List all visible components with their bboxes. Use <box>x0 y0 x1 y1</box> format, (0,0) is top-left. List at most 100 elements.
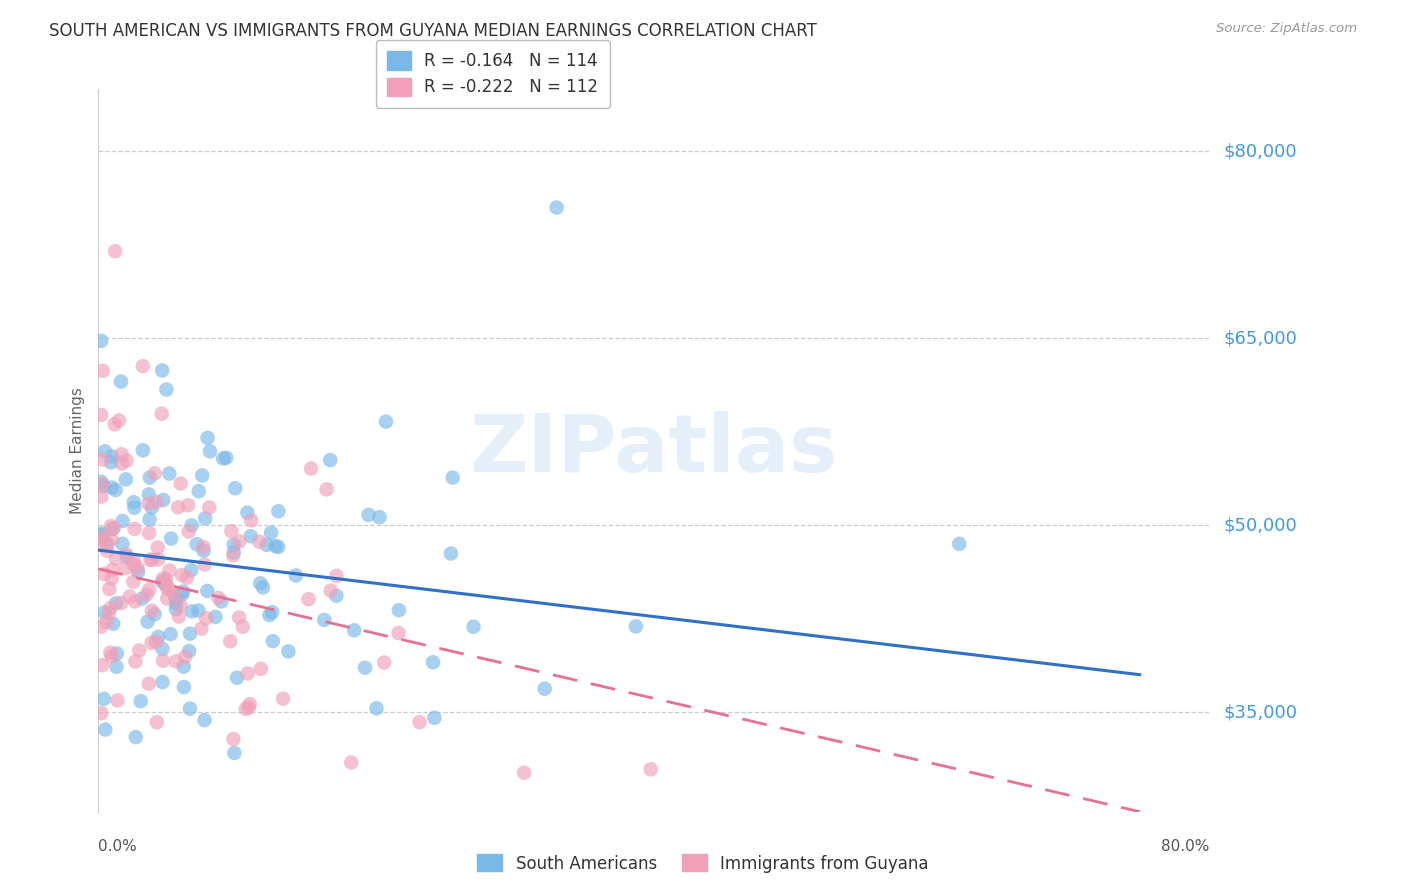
Point <box>91 477 114 491</box>
Point <box>238 700 260 714</box>
Point <box>408 715 430 730</box>
Point <box>354 661 377 675</box>
Point <box>177 644 200 658</box>
Point <box>624 619 647 633</box>
Point <box>195 611 218 625</box>
Point <box>138 512 160 526</box>
Point <box>93 530 115 544</box>
Point <box>343 624 366 638</box>
Point <box>138 487 160 501</box>
Point <box>340 756 363 770</box>
Point <box>252 581 274 595</box>
Point <box>366 701 388 715</box>
Point <box>193 540 215 554</box>
Point <box>249 576 271 591</box>
Point <box>138 497 160 511</box>
Text: 80.0%: 80.0% <box>1161 839 1209 855</box>
Point <box>195 584 218 599</box>
Point <box>174 649 197 664</box>
Point <box>513 765 536 780</box>
Point <box>141 500 163 515</box>
Point <box>90 334 112 348</box>
Point <box>170 587 193 601</box>
Legend: R = -0.164   N = 114, R = -0.222   N = 112: R = -0.164 N = 114, R = -0.222 N = 112 <box>375 40 610 108</box>
Point <box>132 443 155 458</box>
Point <box>90 490 112 504</box>
Point <box>93 691 115 706</box>
Point <box>167 500 190 515</box>
Point <box>104 483 127 497</box>
Point <box>239 529 262 543</box>
Point <box>325 569 347 583</box>
Y-axis label: Median Earnings: Median Earnings <box>69 387 84 514</box>
Point <box>284 568 307 582</box>
Point <box>124 522 146 536</box>
Point <box>100 649 122 664</box>
Point <box>146 541 169 555</box>
Point <box>108 413 131 427</box>
Point <box>141 636 163 650</box>
Point <box>240 513 263 527</box>
Point <box>103 521 125 535</box>
Point <box>169 476 191 491</box>
Point <box>90 619 112 633</box>
Point <box>235 702 257 716</box>
Point <box>374 415 396 429</box>
Point <box>139 553 162 567</box>
Point <box>157 467 180 481</box>
Point <box>267 540 290 554</box>
Point <box>132 359 155 374</box>
Point <box>368 510 391 524</box>
Point <box>150 407 173 421</box>
Point <box>232 620 254 634</box>
Point <box>176 571 198 585</box>
Point <box>124 594 146 608</box>
Point <box>948 537 970 551</box>
Point <box>118 590 141 604</box>
Point <box>197 431 219 445</box>
Point <box>193 558 215 572</box>
Point <box>357 508 380 522</box>
Point <box>224 746 246 760</box>
Point <box>146 552 169 566</box>
Point <box>160 532 183 546</box>
Point <box>91 479 114 493</box>
Point <box>107 693 129 707</box>
Point <box>259 608 281 623</box>
Point <box>260 605 283 619</box>
Point <box>463 620 485 634</box>
Point <box>236 506 259 520</box>
Point <box>157 582 180 596</box>
Point <box>165 654 187 668</box>
Point <box>101 533 124 547</box>
Point <box>159 564 181 578</box>
Point <box>100 601 122 615</box>
Point <box>153 574 176 589</box>
Point <box>194 511 217 525</box>
Point <box>152 675 174 690</box>
Point <box>141 604 163 618</box>
Point <box>222 545 245 559</box>
Point <box>146 715 169 730</box>
Point <box>207 591 229 605</box>
Point <box>98 646 121 660</box>
Point <box>150 641 173 656</box>
Point <box>173 659 195 673</box>
Point <box>533 681 555 696</box>
Point <box>128 643 150 657</box>
Point <box>156 582 179 596</box>
Point <box>193 713 215 727</box>
Point <box>187 603 209 617</box>
Point <box>100 480 122 494</box>
Point <box>115 472 138 486</box>
Point <box>170 568 193 582</box>
Point <box>129 694 152 708</box>
Point <box>297 592 319 607</box>
Point <box>94 536 117 550</box>
Text: $65,000: $65,000 <box>1223 329 1296 347</box>
Point <box>198 444 221 458</box>
Point <box>247 534 270 549</box>
Point <box>236 666 259 681</box>
Point <box>124 655 146 669</box>
Point <box>136 615 159 629</box>
